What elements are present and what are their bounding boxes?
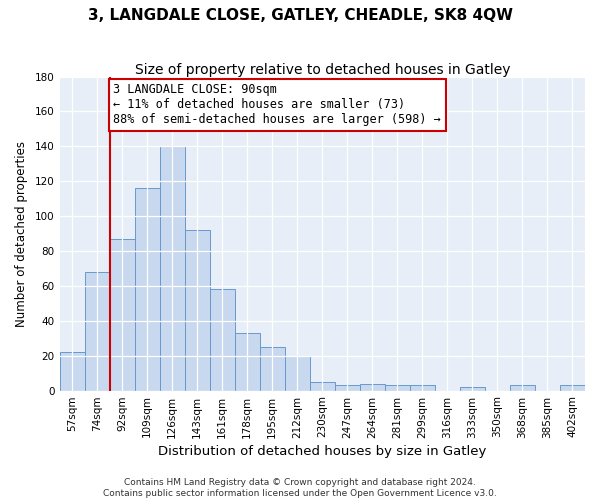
Bar: [560, 386, 585, 390]
Bar: [110, 239, 134, 390]
Bar: [510, 386, 535, 390]
Bar: [335, 386, 360, 390]
Bar: [185, 230, 209, 390]
Bar: [385, 386, 410, 390]
Title: Size of property relative to detached houses in Gatley: Size of property relative to detached ho…: [134, 62, 510, 76]
Bar: [285, 356, 310, 390]
Bar: [360, 384, 385, 390]
Bar: [235, 333, 260, 390]
Bar: [59, 352, 85, 391]
Text: 3 LANGDALE CLOSE: 90sqm
← 11% of detached houses are smaller (73)
88% of semi-de: 3 LANGDALE CLOSE: 90sqm ← 11% of detache…: [113, 84, 441, 126]
Bar: [160, 146, 185, 390]
Bar: [410, 386, 435, 390]
Bar: [260, 347, 285, 391]
Bar: [310, 382, 335, 390]
Text: Contains HM Land Registry data © Crown copyright and database right 2024.
Contai: Contains HM Land Registry data © Crown c…: [103, 478, 497, 498]
Bar: [460, 387, 485, 390]
Bar: [134, 188, 160, 390]
X-axis label: Distribution of detached houses by size in Gatley: Distribution of detached houses by size …: [158, 444, 487, 458]
Text: 3, LANGDALE CLOSE, GATLEY, CHEADLE, SK8 4QW: 3, LANGDALE CLOSE, GATLEY, CHEADLE, SK8 …: [88, 8, 512, 22]
Bar: [85, 272, 110, 390]
Y-axis label: Number of detached properties: Number of detached properties: [15, 140, 28, 326]
Bar: [209, 290, 235, 390]
